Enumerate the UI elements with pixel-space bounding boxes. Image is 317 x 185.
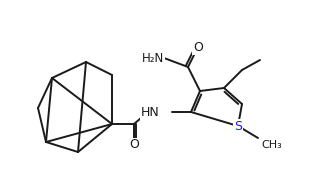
Text: S: S <box>234 120 242 132</box>
Text: CH₃: CH₃ <box>261 140 282 150</box>
Text: H₂N: H₂N <box>142 51 164 65</box>
Text: O: O <box>193 41 203 53</box>
Text: O: O <box>129 139 139 152</box>
Text: HN: HN <box>141 105 160 119</box>
